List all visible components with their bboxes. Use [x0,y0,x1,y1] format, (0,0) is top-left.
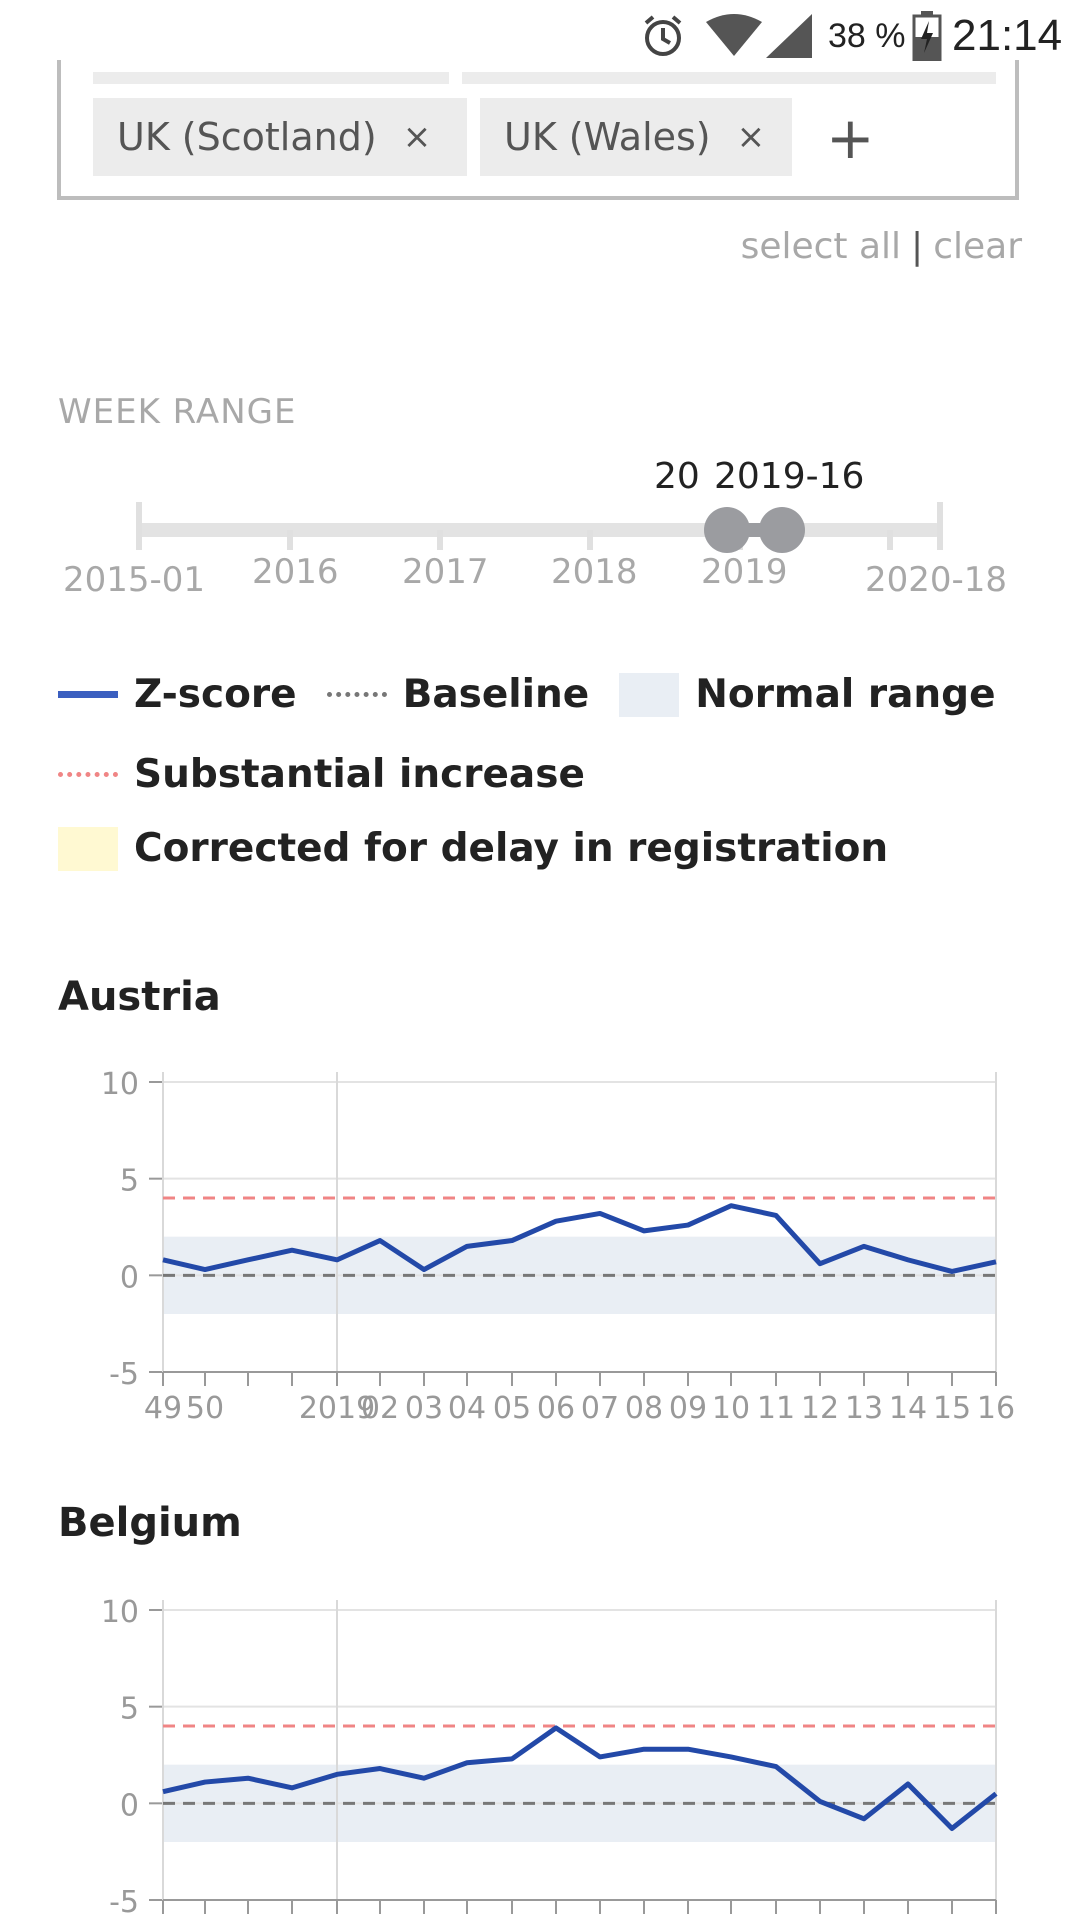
slider-tick [437,530,443,550]
clear-link[interactable]: clear [933,226,1022,267]
legend-label: Normal range [695,672,996,717]
zscore-series-line [162,1725,998,1831]
select-links: select all | clear [741,226,1022,267]
x-tick-label: 11 [757,1391,795,1426]
week-range-track[interactable] [138,523,938,537]
legend-label: Z-score [134,672,297,717]
corrected-swatch [58,826,118,871]
alarm-icon [640,0,686,72]
x-tick-label: 49 [144,1391,182,1426]
battery-percent: 38 % [828,16,906,55]
slider-tick-label: 2019 [701,552,788,592]
battery-charging-icon [912,0,942,72]
slider-tick [937,502,943,550]
slider-tick-label: 2015-01 [63,560,206,600]
tag-uk-scotland: UK (Scotland) × [93,98,467,176]
slider-tick-label: 2016 [252,552,339,592]
status-bar: 38 % 21:14 [0,0,1080,72]
x-tick-label: 05 [493,1391,531,1426]
select-all-link[interactable]: select all [740,226,902,267]
y-tick-label: 10 [101,1595,139,1630]
zscore-series-line [162,1203,997,1274]
remove-tag-icon[interactable]: × [736,117,766,157]
x-tick-label: 14 [889,1391,927,1426]
tag-partial-hidden [462,72,996,84]
x-tick-label: 08 [625,1391,663,1426]
normal-range-swatch [619,672,680,717]
clock-time: 21:14 [952,11,1063,60]
legend-normal-range: Normal range [619,672,996,717]
slider-end-handle[interactable] [759,507,805,553]
x-tick-label: 06 [537,1391,575,1426]
y-tick-label: 0 [120,1788,139,1823]
chart-title-belgium: Belgium [58,1500,242,1546]
slider-end-value: 2019-16 [714,456,865,497]
wifi-icon [706,0,762,72]
tag-partial-hidden [93,72,449,84]
x-tick-label: 07 [581,1391,619,1426]
y-tick-label: 5 [120,1164,139,1199]
substantial-increase-swatch [58,772,118,777]
legend-row-2: Substantial increase [58,752,615,797]
x-tick-label: 16 [977,1391,1015,1426]
slider-tick [887,530,893,550]
legend-zscore: Z-score [58,672,297,717]
x-tick-label: 10 [712,1391,750,1426]
y-tick-label: 0 [120,1260,139,1295]
legend-baseline: Baseline [326,672,590,717]
legend-row-3: Corrected for delay in registration [58,826,918,871]
x-tick-label: 09 [669,1391,707,1426]
belgium-chart: 1050-54950201902030405060708091011121314… [101,1595,1015,1920]
y-tick-label: -5 [109,1357,139,1392]
x-tick-label: 04 [448,1391,486,1426]
x-tick-label: 03 [405,1391,443,1426]
tag-label: UK (Wales) [504,115,711,159]
x-tick-label: 50 [186,1391,224,1426]
tag-uk-wales: UK (Wales) × [480,98,792,176]
zscore-swatch [58,691,118,698]
slider-tick-label: 2020-18 [865,560,1008,600]
legend-label: Corrected for delay in registration [134,826,889,871]
remove-tag-icon[interactable]: × [402,117,432,157]
x-tick-label: 13 [845,1391,883,1426]
x-tick-label: 02 [361,1391,399,1426]
slider-tick-label: 2018 [551,552,638,592]
signal-icon [766,0,812,72]
legend-row-1: Z-score Baseline Normal range [58,672,1026,717]
add-country-button[interactable]: + [826,104,875,172]
chart-title-austria: Austria [58,974,221,1020]
slider-tick [136,502,142,550]
slider-start-handle[interactable] [704,507,750,553]
legend-label: Baseline [402,672,590,717]
slider-tick [287,530,293,550]
tag-label: UK (Scotland) [117,115,377,159]
slider-start-value: 20 [654,456,700,497]
legend-label: Substantial increase [134,752,585,797]
y-tick-label: -5 [109,1885,139,1920]
legend-substantial-increase: Substantial increase [58,752,585,797]
y-tick-label: 5 [120,1692,139,1727]
country-tag-box[interactable] [57,60,1019,200]
legend-corrected: Corrected for delay in registration [58,826,888,871]
y-tick-label: 10 [101,1067,139,1102]
x-tick-label: 2019 [299,1391,375,1426]
x-tick-label: 15 [933,1391,971,1426]
week-range-label: WEEK RANGE [58,392,297,432]
link-separator: | [911,226,924,267]
baseline-swatch [326,692,387,697]
slider-tick-label: 2017 [402,552,489,592]
slider-tick [587,530,593,550]
x-tick-label: 12 [801,1391,839,1426]
